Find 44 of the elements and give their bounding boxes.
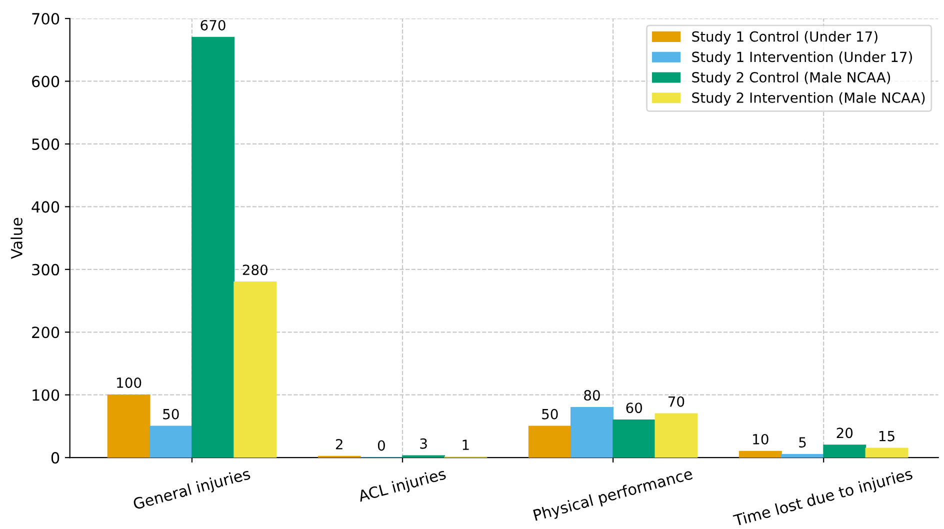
bar	[781, 454, 824, 458]
bar	[654, 413, 698, 458]
y-tick-label: 100	[32, 389, 60, 401]
bar	[149, 426, 192, 458]
y-tick-label: 500	[32, 138, 60, 150]
data-label: 100	[117, 377, 142, 388]
data-label: 50	[542, 408, 558, 420]
bar	[865, 448, 908, 458]
legend-label: Study 1 Intervention (Under 17)	[692, 51, 912, 65]
bar	[234, 282, 277, 458]
y-tick-label: 600	[32, 76, 60, 88]
bar	[738, 450, 782, 458]
bar	[107, 394, 150, 458]
legend-label: Study 1 Control (Under 17)	[692, 31, 878, 44]
bar	[192, 36, 234, 458]
y-axis-title: Value	[10, 218, 22, 259]
x-tick-label: Time lost due to injuries	[732, 468, 914, 529]
data-label: 280	[242, 264, 268, 276]
data-label: 80	[584, 390, 600, 401]
data-label: 15	[879, 430, 894, 442]
bar	[612, 420, 656, 458]
data-label: 3	[420, 438, 427, 449]
legend-label: Study 2 Control (Male NCAA)	[692, 72, 890, 86]
bar	[823, 444, 866, 458]
y-tick-label: 700	[32, 12, 60, 25]
data-label: 70	[668, 396, 684, 407]
data-label: 60	[626, 402, 642, 414]
x-tick-label: ACL injuries	[357, 468, 448, 505]
bar	[570, 406, 614, 458]
y-tick-label: 200	[32, 326, 60, 338]
x-tick-label: General injuries	[132, 468, 252, 513]
y-tick-label: 300	[32, 264, 60, 276]
data-label: 20	[836, 428, 853, 438]
data-label: 1	[462, 440, 469, 450]
data-label: 10	[753, 434, 768, 444]
data-label: 2	[336, 438, 342, 450]
y-tick-label: 400	[32, 201, 60, 213]
data-label: 50	[163, 408, 179, 420]
legend-label: Study 2 Intervention (Male NCAA)	[692, 92, 925, 106]
data-label: 670	[200, 20, 226, 30]
data-label: 5	[799, 437, 806, 448]
bar	[528, 426, 572, 458]
data-label: 0	[378, 440, 385, 451]
y-tick-label: 0	[51, 452, 60, 464]
